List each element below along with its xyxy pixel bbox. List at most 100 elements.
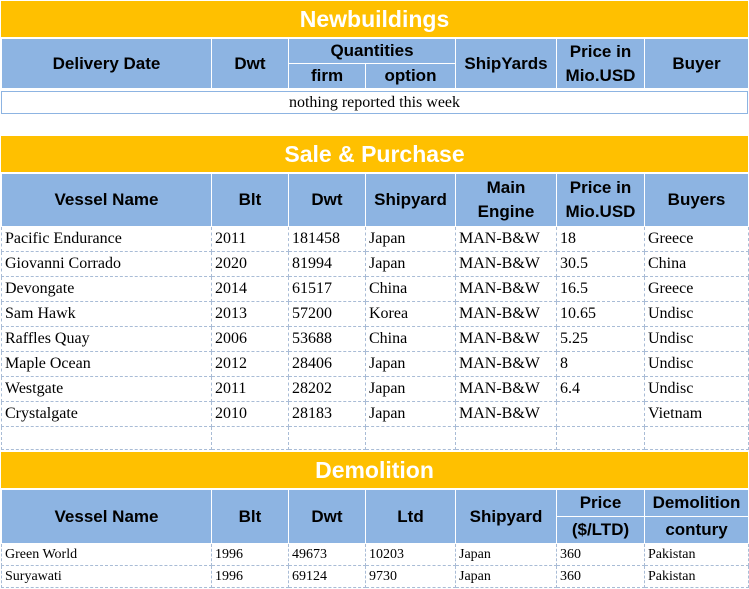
blt: 1996 <box>211 565 289 588</box>
dwt: 69124 <box>288 565 366 588</box>
vessel-name: Green World <box>1 543 212 566</box>
blt: 2010 <box>211 401 289 427</box>
buyers: Vietnam <box>644 401 749 427</box>
newbuildings-table: Delivery Date Dwt Quantities ShipYards P… <box>1 38 749 89</box>
main-engine: MAN-B&W <box>455 376 557 402</box>
vessel-name: Raffles Quay <box>1 326 212 352</box>
price-line-1: Price in <box>569 41 632 61</box>
col-blt: Blt <box>211 173 289 227</box>
newbuildings-banner: Newbuildings <box>1 1 748 37</box>
table-row: Westgate 2011 28202 Japan MAN-B&W 6.4 Un… <box>1 376 749 402</box>
blt: 2014 <box>211 276 289 302</box>
vessel-name: Maple Ocean <box>1 351 212 377</box>
ltd: 10203 <box>365 543 456 566</box>
price: 360 <box>556 543 645 566</box>
dwt: 61517 <box>288 276 366 302</box>
dwt: 53688 <box>288 326 366 352</box>
table-row: Giovanni Corrado 2020 81994 Japan MAN-B&… <box>1 251 749 277</box>
main-engine: MAN-B&W <box>455 276 557 302</box>
shipyard: Japan <box>365 226 456 252</box>
sale-purchase-header-row: Vessel Name Blt Dwt Shipyard Main Engine… <box>1 173 749 227</box>
table-row: Sam Hawk 2013 57200 Korea MAN-B&W 10.65 … <box>1 301 749 327</box>
col-quantities: Quantities <box>288 38 456 64</box>
dwt: 81994 <box>288 251 366 277</box>
shipyard: China <box>365 276 456 302</box>
buyers: China <box>644 251 749 277</box>
engine-line-1: Main <box>486 178 526 197</box>
table-row: Raffles Quay 2006 53688 China MAN-B&W 5.… <box>1 326 749 352</box>
price: 5.25 <box>556 326 645 352</box>
empty-row <box>1 426 749 450</box>
demolition-banner: Demolition <box>1 452 748 488</box>
newbuildings-header-row-2: firm option <box>2 63 749 89</box>
price: 8 <box>556 351 645 377</box>
shipyard: Japan <box>365 251 456 277</box>
col-firm: firm <box>288 63 366 89</box>
dwt: 181458 <box>288 226 366 252</box>
col-vessel-name: Vessel Name <box>1 173 212 227</box>
shipyard: Japan <box>455 565 557 588</box>
main-engine: MAN-B&W <box>455 401 557 427</box>
vessel-name: Crystalgate <box>1 401 212 427</box>
blt: 2011 <box>211 376 289 402</box>
demolition-country: Pakistan <box>644 543 749 566</box>
price: 10.65 <box>556 301 645 327</box>
shipyard: Japan <box>365 351 456 377</box>
buyers: Undisc <box>644 301 749 327</box>
price-line-1: Price in <box>569 178 632 197</box>
vessel-name: Suryawati <box>1 565 212 588</box>
col-price-unit: ($/LTD) <box>556 516 645 544</box>
newbuildings-header-row-1: Delivery Date Dwt Quantities ShipYards P… <box>1 38 749 89</box>
blt: 2020 <box>211 251 289 277</box>
shipyard: Japan <box>365 376 456 402</box>
col-demolition: Demolition <box>644 489 749 517</box>
table-row: Devongate 2014 61517 China MAN-B&W 16.5 … <box>1 276 749 302</box>
col-price: Price <box>556 489 645 517</box>
buyers: Greece <box>644 226 749 252</box>
price: 30.5 <box>556 251 645 277</box>
newbuildings-note-table: nothing reported this week <box>1 91 748 114</box>
buyers: Undisc <box>644 326 749 352</box>
col-demolition-country: contury <box>644 516 749 544</box>
ltd: 9730 <box>365 565 456 588</box>
shipyard: Japan <box>365 401 456 427</box>
newbuildings-note-row: nothing reported this week <box>1 91 748 114</box>
table-row: Maple Ocean 2012 28406 Japan MAN-B&W 8 U… <box>1 351 749 377</box>
col-buyers: Buyers <box>644 173 749 227</box>
nothing-reported-note: nothing reported this week <box>1 91 748 114</box>
demolition-table: Vessel Name Blt Dwt Ltd Shipyard Price D… <box>1 489 749 588</box>
blt: 2006 <box>211 326 289 352</box>
price: 16.5 <box>556 276 645 302</box>
col-shipyard: Shipyard <box>455 489 557 544</box>
col-blt: Blt <box>211 489 289 544</box>
blt: 2012 <box>211 351 289 377</box>
vessel-name: Sam Hawk <box>1 301 212 327</box>
col-shipyards: ShipYards <box>455 38 557 89</box>
price-line-2: Mio.USD <box>565 65 636 85</box>
col-main-engine: Main Engine <box>455 173 557 227</box>
price-line-2: Mio.USD <box>565 202 636 221</box>
buyers: Greece <box>644 276 749 302</box>
dwt: 49673 <box>288 543 366 566</box>
vessel-name: Pacific Endurance <box>1 226 212 252</box>
demolition-header-row-2: ($/LTD) contury <box>2 516 749 544</box>
col-dwt: Dwt <box>288 489 366 544</box>
col-shipyard: Shipyard <box>365 173 456 227</box>
price: 360 <box>556 565 645 588</box>
vessel-name: Westgate <box>1 376 212 402</box>
col-dwt: Dwt <box>288 173 366 227</box>
col-dwt: Dwt <box>211 38 289 89</box>
col-price: Price in Mio.USD <box>556 173 645 227</box>
dwt: 28406 <box>288 351 366 377</box>
sale-purchase-table: Vessel Name Blt Dwt Shipyard Main Engine… <box>1 173 749 450</box>
table-row: Crystalgate 2010 28183 Japan MAN-B&W Vie… <box>1 401 749 427</box>
dwt: 28183 <box>288 401 366 427</box>
main-engine: MAN-B&W <box>455 226 557 252</box>
main-engine: MAN-B&W <box>455 326 557 352</box>
demolition-header-row-1: Vessel Name Blt Dwt Ltd Shipyard Price D… <box>1 489 749 544</box>
col-price: Price in Mio.USD <box>556 38 645 89</box>
main-engine: MAN-B&W <box>455 251 557 277</box>
main-engine: MAN-B&W <box>455 351 557 377</box>
buyers: Undisc <box>644 376 749 402</box>
